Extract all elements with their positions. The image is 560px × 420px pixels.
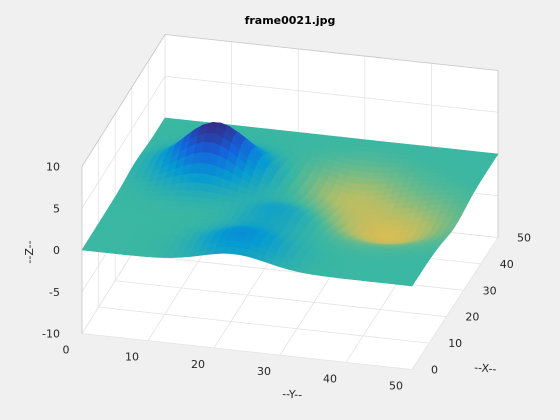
grid-line-x <box>81 333 413 370</box>
box-edge <box>164 34 499 71</box>
grid-line-z <box>164 75 499 113</box>
chart-title: frame0021.jpg <box>245 14 336 27</box>
box-edge <box>81 34 166 167</box>
x-tick-label: 50 <box>517 232 531 245</box>
z-tick-label: -10 <box>42 328 60 341</box>
y-tick-label: 10 <box>125 351 139 364</box>
y-tick-label: 50 <box>389 380 403 393</box>
surface-layer <box>81 117 499 287</box>
surface-patch <box>431 242 443 246</box>
surface-patch <box>463 190 475 196</box>
y-tick-label: 40 <box>323 372 337 385</box>
x-tick-label: 40 <box>500 258 514 271</box>
z-tick-label: 5 <box>53 202 60 215</box>
y-tick-label: 30 <box>257 365 271 378</box>
z-tick-label: 0 <box>53 244 60 257</box>
y-tick-label: 0 <box>63 344 70 357</box>
z-tick-label: -5 <box>49 286 60 299</box>
grid-line-y <box>411 237 499 370</box>
grid-line-x <box>115 280 447 318</box>
x-tick-label: 10 <box>448 337 462 350</box>
z-tick-label: 10 <box>46 161 60 174</box>
grid-line-x <box>98 306 430 344</box>
x-axis-label: --X-- <box>474 361 497 376</box>
x-tick-label: 0 <box>431 364 438 377</box>
x-tick-label: 30 <box>483 284 497 297</box>
x-tick-label: 20 <box>465 311 479 324</box>
y-axis-label: --Y-- <box>282 387 303 401</box>
surface-patch <box>461 194 473 200</box>
grid-line-z <box>81 76 166 209</box>
z-axis-label: --Z-- <box>23 240 36 263</box>
y-tick-label: 20 <box>191 358 205 371</box>
surface-patch <box>403 281 415 287</box>
